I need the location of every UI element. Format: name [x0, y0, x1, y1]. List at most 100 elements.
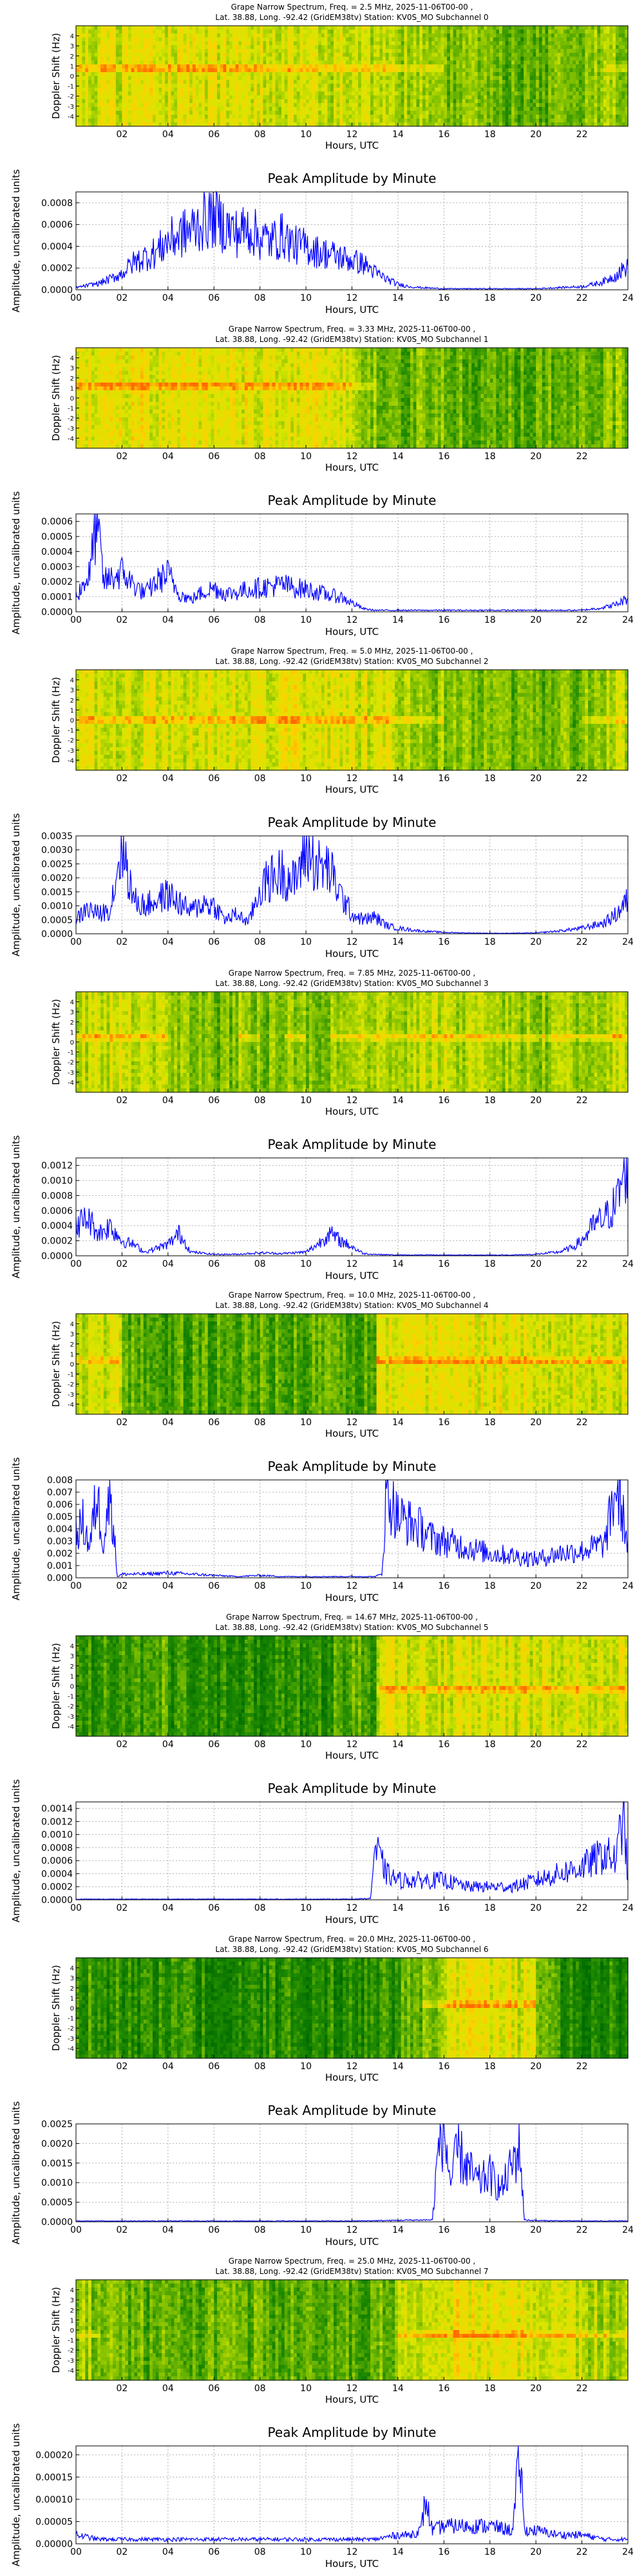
spectrogram-cell	[85, 115, 88, 119]
spectrogram-cell	[269, 118, 272, 123]
spectrogram-cell	[162, 41, 165, 46]
spectrogram-cell	[303, 64, 306, 69]
spectrogram-cell	[266, 72, 269, 77]
spectrogram-cell	[193, 53, 196, 57]
spectrogram-cell	[205, 49, 208, 53]
spectrogram-cell	[260, 103, 263, 108]
spectrogram-cell	[321, 53, 325, 57]
spectrogram-cell	[281, 80, 285, 84]
spectrogram-cell	[290, 118, 294, 123]
spectrogram-cell	[153, 111, 156, 115]
spectrogram-cell	[107, 76, 110, 80]
spectrogram-cell	[174, 45, 177, 50]
spectrogram-cell	[128, 57, 131, 61]
spectrogram-cell	[113, 57, 116, 61]
spectrogram-cell	[349, 26, 352, 30]
spectrogram-cell	[159, 80, 162, 84]
spectrogram-cell	[325, 88, 328, 92]
spectrogram-cell	[153, 115, 156, 119]
spectrogram-cell	[189, 57, 193, 61]
spectrogram-cell	[214, 84, 217, 88]
spectrogram-cell	[97, 53, 100, 57]
spectrogram-cell	[300, 118, 303, 123]
spectrogram-cell	[339, 30, 343, 34]
spectrogram-cell	[131, 88, 135, 92]
spectrogram-cell	[177, 103, 180, 108]
spectrogram-cell	[229, 68, 232, 73]
spectrogram-cell	[312, 49, 316, 53]
spectrogram-cell	[116, 68, 119, 73]
spectrogram-cell	[325, 91, 328, 96]
spectrogram-cell	[97, 64, 100, 69]
spectrogram-cell	[119, 111, 122, 115]
spectrogram-cell	[232, 84, 236, 88]
spectrogram-cell	[159, 26, 162, 30]
spectrogram-cell	[223, 84, 227, 88]
spectrogram-cell	[174, 37, 177, 42]
spectrogram-cell	[189, 115, 193, 119]
spectrogram-cell	[149, 41, 153, 46]
spectrogram-cell	[202, 57, 205, 61]
spectrogram-cell	[220, 26, 223, 30]
spectrogram-cell	[171, 84, 175, 88]
spectrogram-cell	[288, 118, 291, 123]
spectrogram-cell	[254, 99, 257, 104]
spectrogram-cell	[242, 107, 245, 111]
spectrogram-cell	[339, 103, 343, 108]
spectrogram-cell	[122, 107, 125, 111]
spectrogram-cell	[312, 33, 316, 38]
spectrogram-cell	[140, 68, 144, 73]
spectrogram-cell	[131, 68, 135, 73]
spectrogram-cell	[226, 115, 229, 119]
spectrogram-cell	[149, 49, 153, 53]
spectrogram-cell	[76, 80, 79, 84]
spectrogram-cell	[229, 88, 232, 92]
spectrogram-cell	[236, 95, 239, 100]
spectrogram-cell	[211, 115, 214, 119]
spectrogram-cell	[294, 107, 297, 111]
spectrogram-cell	[109, 37, 113, 42]
spectrogram-cell	[269, 84, 272, 88]
spectrogram-cell	[290, 95, 294, 100]
spectrogram-cell	[196, 88, 199, 92]
spectrogram-cell	[85, 118, 88, 123]
spectrogram-cell	[196, 68, 199, 73]
spectrogram-cell	[312, 115, 316, 119]
spectrogram-cell	[186, 61, 189, 65]
spectrogram-cell	[352, 95, 355, 100]
spectrogram-cell	[327, 37, 330, 42]
spectrogram-cell	[85, 37, 88, 42]
spectrogram-cell	[186, 64, 189, 69]
spectrogram-cell	[131, 76, 135, 80]
spectrogram-cell	[100, 99, 104, 104]
spectrogram-cell	[260, 80, 263, 84]
spectrogram-cell	[171, 41, 175, 46]
spectrogram-cell	[149, 45, 153, 50]
spectrogram-cell	[100, 103, 104, 108]
spectrogram-cell	[217, 30, 220, 34]
spectrogram-cell	[318, 115, 321, 119]
spectrogram-cell	[315, 41, 318, 46]
spectrogram-cell	[297, 37, 300, 42]
spectrogram-cell	[251, 118, 254, 123]
spectrogram-cell	[339, 68, 343, 73]
spectrogram-cell	[168, 33, 171, 38]
spectrogram-cell	[346, 26, 349, 30]
spectrogram-cell	[91, 41, 95, 46]
spectrogram-cell	[109, 118, 113, 123]
spectrogram-cell	[236, 30, 239, 34]
spectrogram-cell	[327, 118, 330, 123]
spectrogram-cell	[229, 76, 232, 80]
spectrogram-cell	[226, 99, 229, 104]
spectrogram-cell	[263, 99, 266, 104]
spectrogram-cell	[205, 107, 208, 111]
spectrogram-cell	[278, 30, 281, 34]
spectrogram-cell	[290, 41, 294, 46]
spectrogram-cell	[95, 61, 98, 65]
spectrogram-cell	[312, 41, 316, 46]
spectrogram-cell	[147, 118, 150, 123]
spectrogram-cell	[180, 64, 184, 69]
spectrogram-cell	[290, 49, 294, 53]
spectrogram-cell	[113, 37, 116, 42]
spectrogram-cell	[189, 53, 193, 57]
